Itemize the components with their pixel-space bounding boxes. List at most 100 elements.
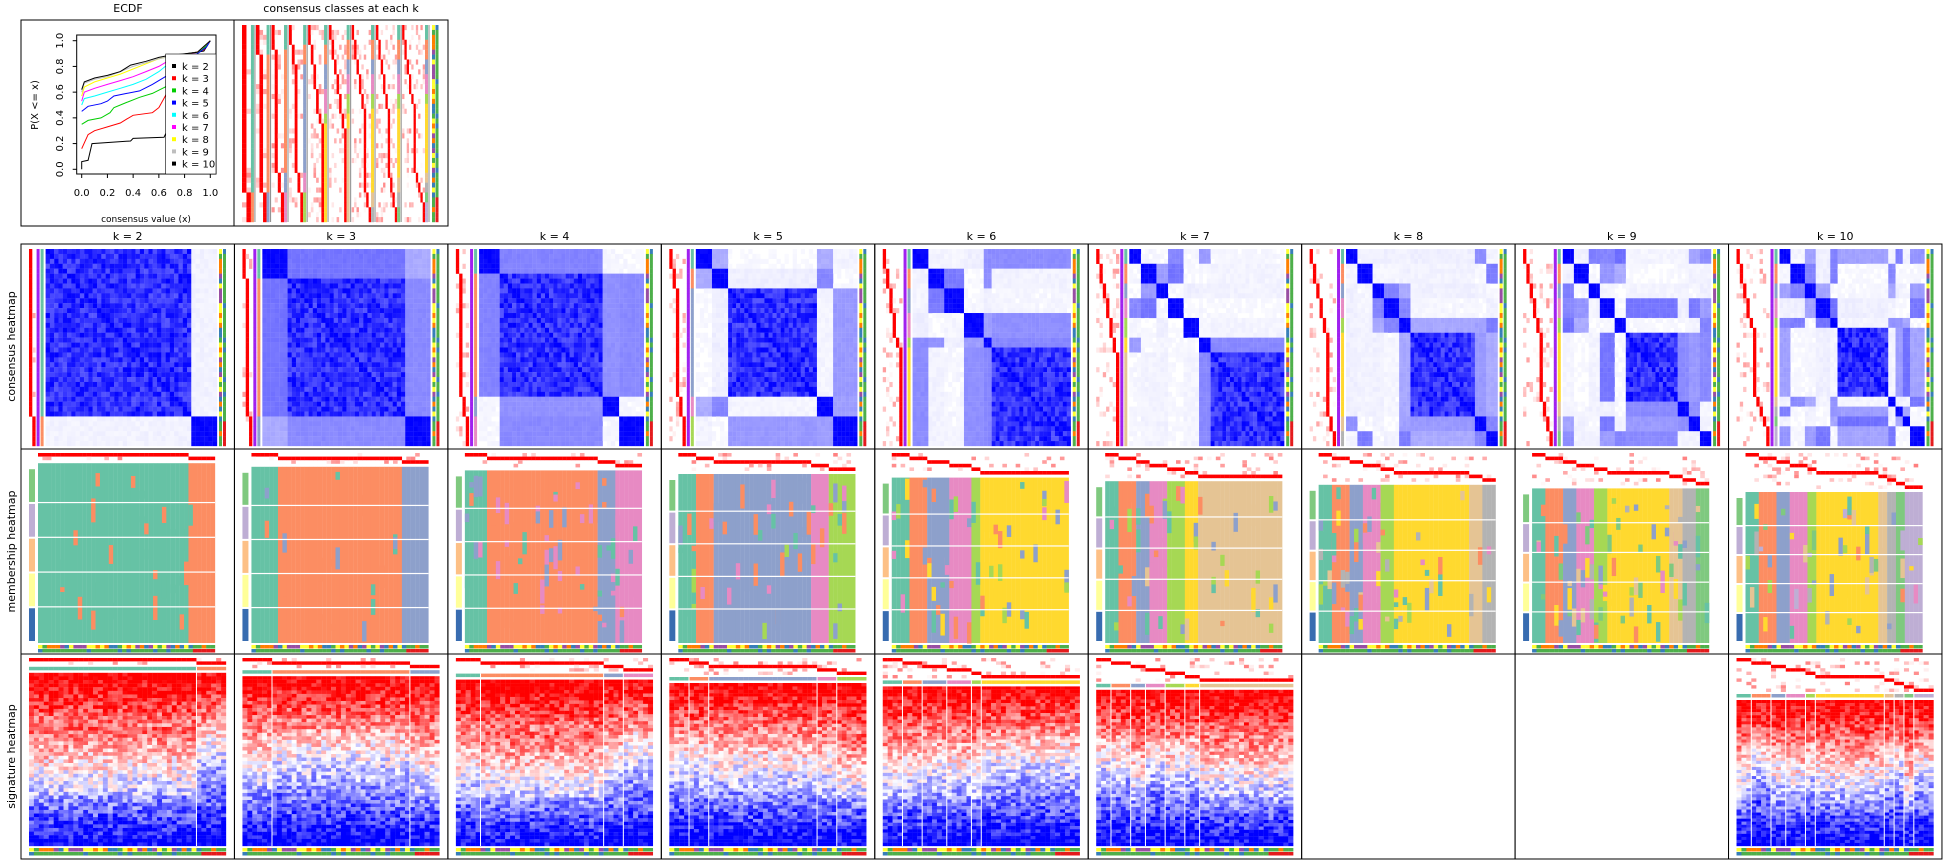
signature-cell <box>59 723 64 727</box>
class-cell <box>371 153 374 158</box>
consensus-cell <box>118 298 122 303</box>
consensus-cell <box>114 362 118 367</box>
y-tick-label: 0.4 <box>55 110 66 126</box>
membership-cell <box>321 178 324 183</box>
consensus-cell <box>131 328 135 333</box>
signature-cell <box>192 781 197 785</box>
class-cell <box>196 667 201 671</box>
signature-cell <box>147 680 152 684</box>
membership-cell <box>281 143 284 148</box>
consensus-cell <box>93 343 97 348</box>
consensus-cell <box>80 328 84 333</box>
consensus-cell <box>187 392 191 397</box>
legend-swatch <box>172 88 176 92</box>
membership-cell <box>316 212 319 217</box>
signature-cell <box>49 774 54 778</box>
consensus-cell <box>58 293 62 298</box>
signature-cell <box>118 781 123 785</box>
signature-cell <box>39 723 44 727</box>
class-cell <box>371 40 374 45</box>
membership-cell <box>392 30 394 35</box>
membership-cell <box>337 74 340 79</box>
signature-cell <box>137 705 142 709</box>
annotation2-cell <box>100 649 105 653</box>
consensus-cell <box>63 367 67 372</box>
signature-cell <box>113 720 118 724</box>
consensus-cell <box>80 318 84 323</box>
signature-cell <box>54 687 59 691</box>
consensus-cell <box>127 338 131 343</box>
consensus-cell <box>213 412 217 417</box>
signature-cell <box>177 745 182 749</box>
signature-cell <box>167 712 172 716</box>
signature-cell <box>78 799 83 803</box>
class-cell <box>303 109 306 114</box>
membership-cell <box>313 109 316 114</box>
consensus-cell <box>80 367 84 372</box>
probability-cell <box>104 453 109 457</box>
class-cell <box>251 35 254 40</box>
y-tick-label: 1.0 <box>55 33 66 49</box>
consensus-cell <box>161 367 165 372</box>
signature-cell <box>221 723 226 727</box>
membership-cell <box>390 40 392 45</box>
consensus-cell <box>97 367 101 372</box>
class-cell <box>284 188 287 193</box>
consensus-cell <box>63 269 67 274</box>
signature-cell <box>39 795 44 799</box>
consensus-cell <box>153 382 157 387</box>
signature-cell <box>221 673 226 677</box>
class-cell <box>251 25 254 30</box>
membership-bar-cell <box>29 392 32 397</box>
membership-cell <box>352 50 354 55</box>
signature-cell <box>59 731 64 735</box>
consensus-heatmap-k2 <box>29 249 226 446</box>
consensus-cell <box>166 298 170 303</box>
consensus-cell <box>50 274 54 279</box>
signature-cell <box>187 774 192 778</box>
annotation2-cell <box>436 99 439 104</box>
consensus-cell <box>101 441 105 446</box>
membership-cell <box>275 109 278 114</box>
signature-cell <box>29 712 34 716</box>
consensus-cell <box>183 323 187 328</box>
membership-cell <box>359 192 361 197</box>
consensus-cell <box>166 362 170 367</box>
consensus-cell <box>93 387 97 392</box>
consensus-cell <box>46 283 50 288</box>
signature-cell <box>108 720 113 724</box>
annotation1-cell <box>91 645 96 649</box>
membership-cell <box>275 84 278 89</box>
consensus-cell <box>196 259 200 264</box>
consensus-cell <box>148 264 152 269</box>
class-cell <box>267 192 270 197</box>
consensus-cell <box>114 431 118 436</box>
membership-cell <box>311 55 314 60</box>
membership-cell <box>313 79 316 84</box>
membership-cell <box>337 30 340 35</box>
annotation2-cell <box>135 649 140 653</box>
annotation2-cell <box>38 649 43 653</box>
signature-cell <box>157 788 162 792</box>
consensus-cell <box>196 352 200 357</box>
class-cell <box>397 50 400 55</box>
consensus-cell <box>58 254 62 259</box>
class-cell <box>397 79 400 84</box>
signature-cell <box>147 691 152 695</box>
class-cell <box>425 104 428 109</box>
class-cell <box>303 79 306 84</box>
consensus-cell <box>213 436 217 441</box>
signature-cell <box>108 810 113 814</box>
membership-cell <box>263 74 267 79</box>
class-cell <box>347 69 350 74</box>
signature-cell <box>73 770 78 774</box>
consensus-cell <box>136 357 140 362</box>
membership-cell <box>337 55 340 60</box>
membership-cell <box>395 217 397 222</box>
class-cell <box>251 158 254 163</box>
membership-cell <box>376 217 378 222</box>
silhouette-cell <box>37 279 40 284</box>
consensus-cell <box>204 377 208 382</box>
membership-cell <box>414 168 416 173</box>
consensus-cell <box>204 328 208 333</box>
